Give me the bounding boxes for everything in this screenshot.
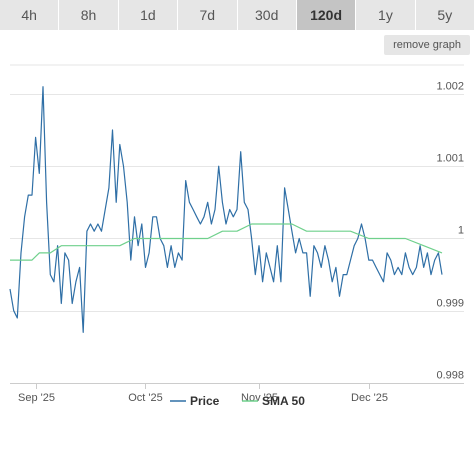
price-series-line xyxy=(9,86,443,333)
remove-graph-button[interactable]: remove graph xyxy=(384,35,470,55)
tab-30d[interactable]: 30d xyxy=(237,0,297,30)
time-range-tabs: 4h 8h 1d 7d 30d 120d 1y 5y xyxy=(0,0,474,30)
y-tick-label: 0.999 xyxy=(436,298,464,310)
sma-series-line xyxy=(10,223,443,261)
y-tick-label: 0.998 xyxy=(436,370,464,382)
x-tick-label: Oct '25 xyxy=(128,392,163,404)
y-tick-label: 1 xyxy=(458,225,464,237)
tab-7d[interactable]: 7d xyxy=(178,0,238,30)
grid-lines xyxy=(10,64,464,384)
legend-item-sma-label: SMA 50 xyxy=(262,394,305,408)
y-tick-label: 1.001 xyxy=(436,153,464,165)
tab-5y[interactable]: 5y xyxy=(415,0,474,30)
tab-120d[interactable]: 120d xyxy=(296,0,357,30)
x-tick-label: Dec '25 xyxy=(351,392,388,404)
x-tick-label: Sep '25 xyxy=(18,392,55,404)
tab-1d[interactable]: 1d xyxy=(118,0,179,30)
tab-4h[interactable]: 4h xyxy=(0,0,60,30)
series-lines xyxy=(9,86,443,333)
y-tick-label: 1.002 xyxy=(436,81,464,93)
legend-item-price-label: Price xyxy=(190,394,220,408)
legend: Price SMA 50 xyxy=(170,394,305,408)
tab-8h[interactable]: 8h xyxy=(59,0,119,30)
tab-1y[interactable]: 1y xyxy=(356,0,416,30)
